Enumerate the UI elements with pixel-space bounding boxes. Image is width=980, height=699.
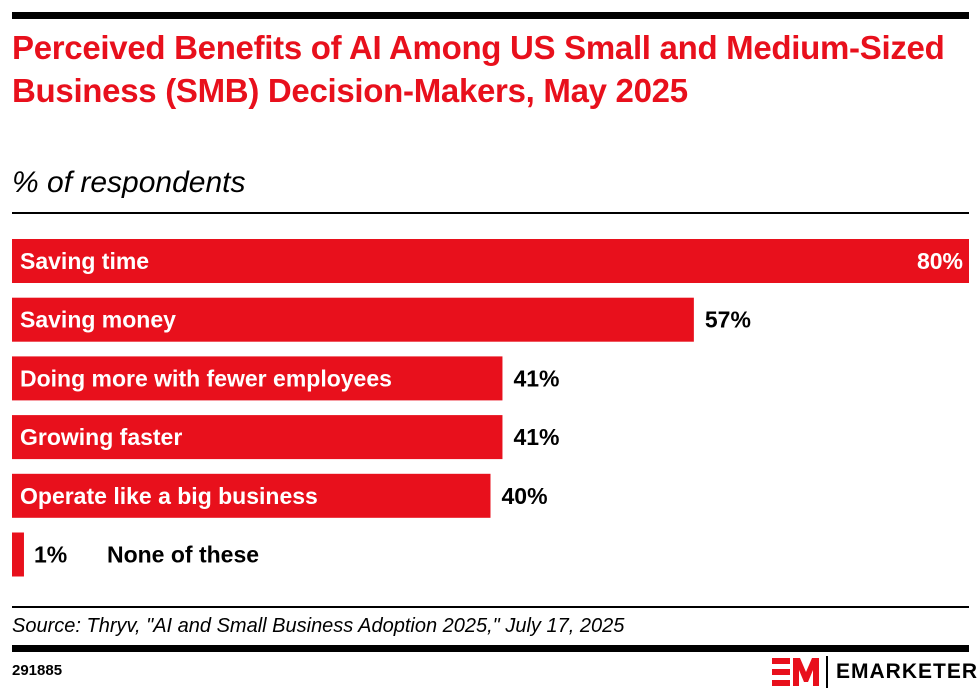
bar [12,532,24,577]
category-label: None of these [107,542,259,568]
source-note: Source: Thryv, "AI and Small Business Ad… [12,615,625,637]
category-label: Growing faster [20,424,182,450]
logo-divider [826,656,828,688]
bottom-rule [12,645,969,652]
emarketer-logo: EMARKETER [772,654,978,690]
value-label: 57% [705,307,751,333]
brand-name: EMARKETER [836,660,979,683]
category-label: Saving time [20,248,149,274]
bar [12,415,503,460]
header-divider [12,212,969,214]
value-label: 40% [502,483,548,509]
bar [12,473,491,518]
chart-subtitle: % of respondents [12,166,246,199]
category-label: Saving money [20,307,176,333]
bar [12,297,694,342]
bar [12,356,503,401]
value-label: 41% [513,365,559,391]
bar-chart: Saving time 80% Saving money 57% Doing more … [12,239,969,577]
chart-title: Perceived Benefits of AI Among US Small … [12,29,945,109]
bar [12,239,969,283]
chart-id: 291885 [12,662,63,679]
value-label: 1% [34,542,67,568]
value-label: 41% [513,424,559,450]
category-label: Operate like a big business [20,483,318,509]
source-divider [12,606,969,608]
em-logo-icon [772,658,819,686]
value-label: 80% [917,248,963,274]
top-rule [12,12,969,19]
category-label: Doing more with fewer employees [20,365,392,391]
